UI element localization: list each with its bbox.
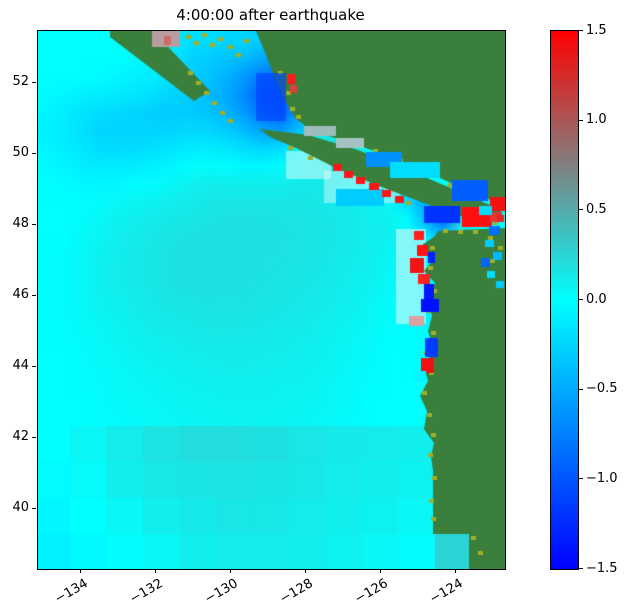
- colorbar-tick-mark: [579, 388, 583, 390]
- x-tick-mark: [155, 569, 156, 573]
- y-tick-mark: [32, 365, 36, 367]
- colorbar-tick-mark: [579, 299, 583, 300]
- y-tick-mark: [32, 152, 36, 154]
- colorbar-tick-label: 0.0: [586, 291, 607, 307]
- colorbar-tick-mark: [579, 478, 583, 480]
- x-tick-mark: [230, 569, 231, 573]
- y-tick-label: 44: [12, 358, 29, 373]
- x-tick-label: −124: [427, 576, 466, 607]
- x-tick-mark: [305, 569, 306, 573]
- y-tick-mark: [32, 436, 36, 438]
- y-tick-label: 48: [12, 216, 29, 231]
- x-tick-label: −126: [352, 576, 391, 607]
- colorbar-tick-label: −1.0: [586, 470, 618, 486]
- colorbar-tick-label: 1.5: [586, 22, 607, 38]
- colorbar-tick-label: 1.0: [586, 112, 607, 128]
- y-tick-label: 50: [12, 145, 29, 160]
- y-tick-label: 52: [12, 74, 29, 89]
- x-tick-label: −130: [202, 576, 241, 607]
- x-tick-mark: [80, 569, 81, 573]
- y-tick-mark: [32, 223, 36, 225]
- map-canvas: [38, 31, 505, 569]
- x-tick-label: −132: [127, 576, 166, 607]
- x-tick-mark: [455, 569, 456, 573]
- y-tick-mark: [32, 294, 36, 296]
- y-tick-mark: [32, 81, 36, 83]
- colorbar-tick-label: −1.5: [586, 560, 618, 576]
- x-tick-label: −128: [277, 576, 316, 607]
- colorbar: [550, 30, 579, 570]
- colorbar-tick-label: −0.5: [586, 381, 618, 397]
- plot-title: 4:00:00 after earthquake: [176, 6, 365, 24]
- y-tick-mark: [32, 507, 36, 509]
- x-tick-label: −134: [52, 576, 91, 607]
- colorbar-tick-mark: [579, 30, 583, 31]
- y-tick-label: 40: [12, 500, 29, 515]
- colorbar-tick-mark: [579, 119, 583, 121]
- colorbar-tick-mark: [579, 568, 583, 569]
- y-tick-label: 42: [12, 429, 29, 444]
- y-tick-label: 46: [12, 287, 29, 302]
- plot-area: [37, 30, 506, 570]
- colorbar-tick-label: 0.5: [586, 201, 607, 217]
- colorbar-tick-mark: [579, 209, 583, 211]
- x-tick-mark: [380, 569, 381, 573]
